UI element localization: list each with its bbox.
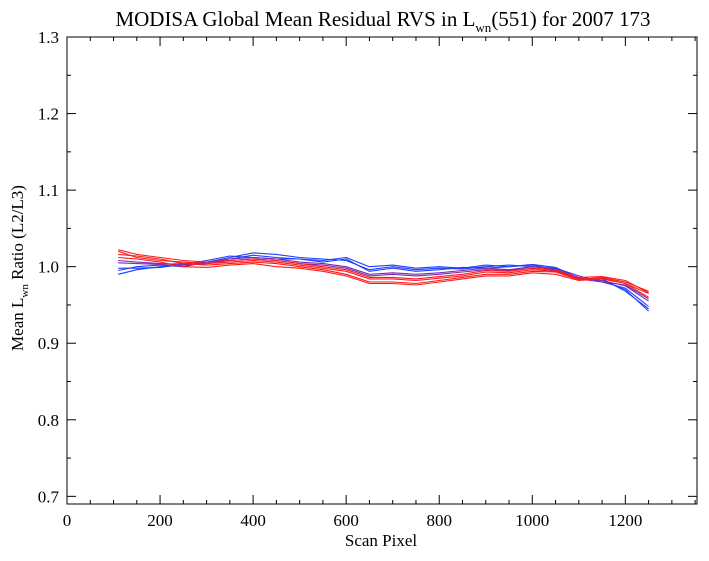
y-tick-label: 1.0 (38, 258, 59, 277)
y-tick-label: 1.1 (38, 181, 59, 200)
y-axis-label-pre: Mean L (8, 298, 27, 351)
x-tick-label: 400 (240, 511, 266, 530)
chart-title-subscript: wn (475, 20, 491, 35)
chart-title-main: MODISA Global Mean Residual RVS in L (115, 7, 475, 31)
x-tick-label: 0 (63, 511, 72, 530)
x-tick-label: 600 (333, 511, 359, 530)
series-line-9-red (118, 249, 649, 294)
series-layer (118, 249, 649, 312)
y-tick-label: 1.2 (38, 105, 59, 124)
chart-title: MODISA Global Mean Residual RVS in Lwn(5… (115, 7, 650, 35)
y-tick-label: 0.7 (38, 487, 60, 506)
series-line-7-red (118, 253, 649, 292)
x-tick-label: 200 (147, 511, 173, 530)
y-tick-label: 1.3 (38, 28, 59, 47)
y-axis-label: Mean Lwn Ratio (L2/L3) (8, 185, 31, 351)
axes-layer: 0 200 400 600 800 1000 1200 0.7 0.8 0.9 1.0 1.1 1.2 1… (38, 28, 698, 530)
series-line-2-blue (118, 252, 649, 307)
x-axis-label: Scan Pixel (345, 531, 418, 550)
plot-frame (66, 36, 698, 505)
series-line-6-red (118, 250, 649, 295)
y-tick-label: 0.9 (38, 334, 59, 353)
y-axis-label-post: Ratio (L2/L3) (8, 185, 27, 284)
chart-title-tail: (551) for 2007 173 (491, 7, 650, 31)
x-tick-label: 1200 (608, 511, 642, 530)
x-tick-label: 1000 (515, 511, 549, 530)
y-axis-label-subscript: wn (19, 284, 31, 298)
y-tick-label: 0.8 (38, 411, 59, 430)
series-line-8-red (118, 256, 649, 298)
x-tick-label: 800 (426, 511, 452, 530)
